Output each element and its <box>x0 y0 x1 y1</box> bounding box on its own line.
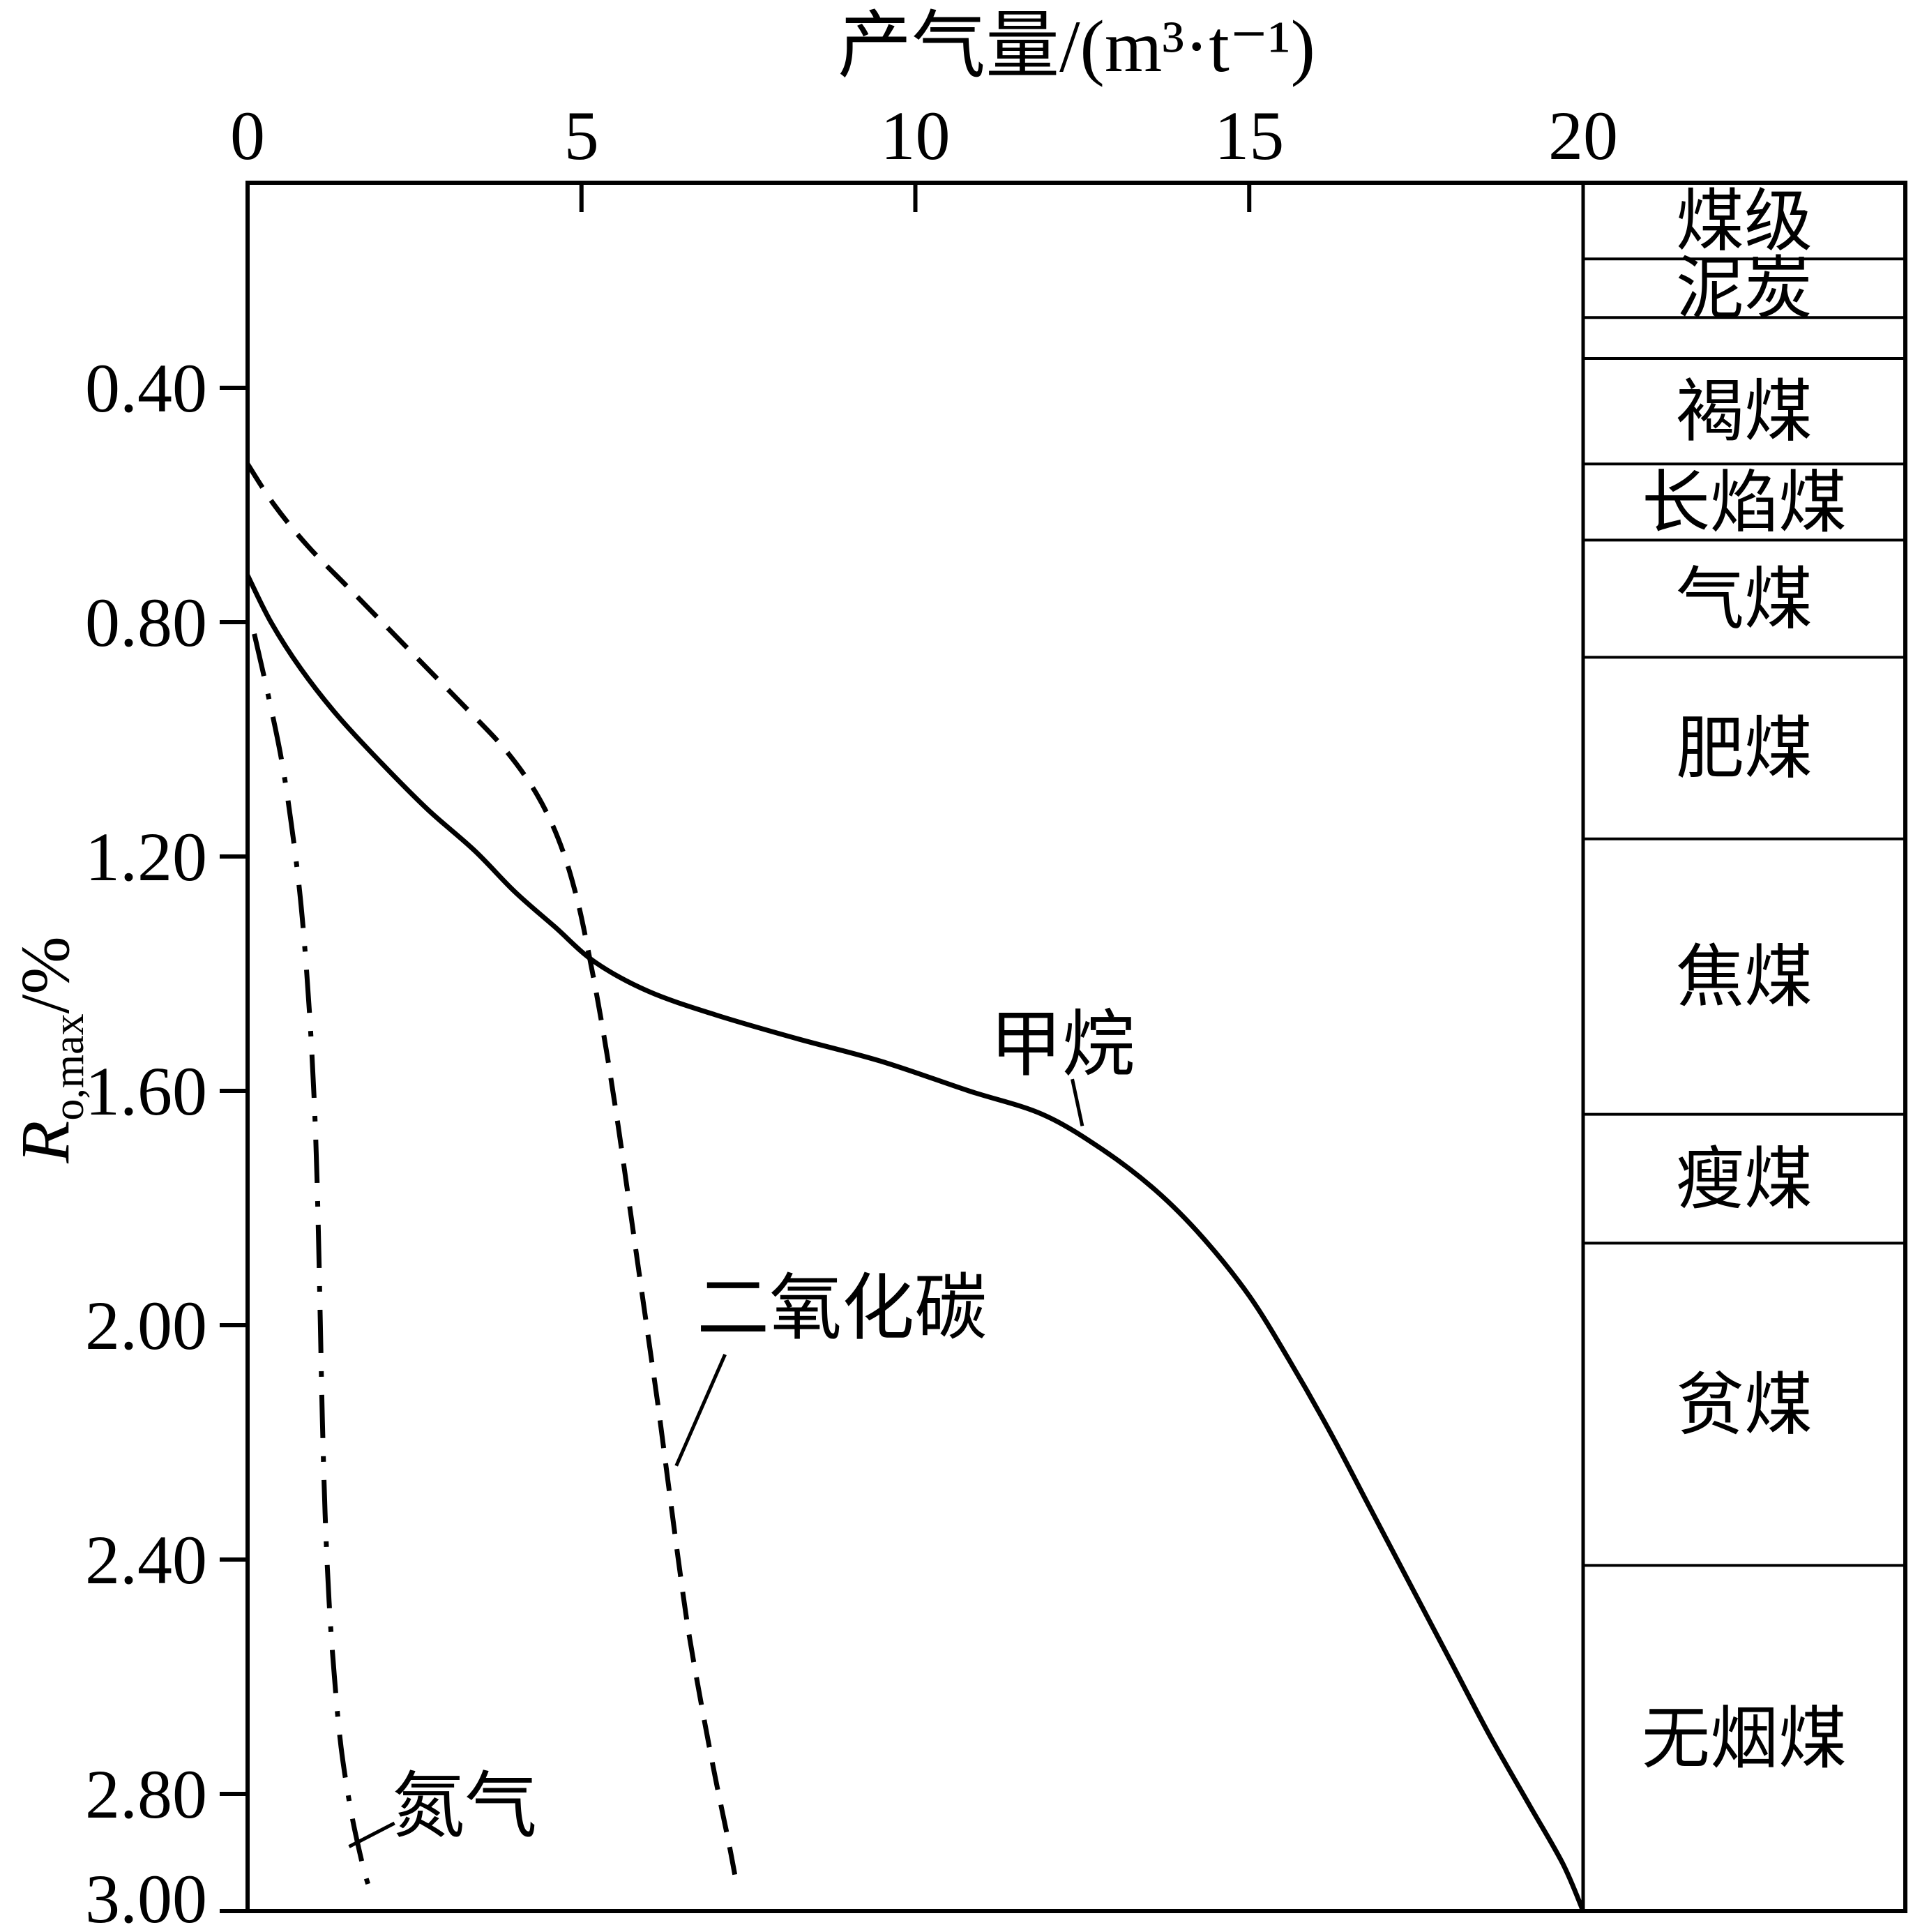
y-tick-label: 0.40 <box>85 349 207 427</box>
leader-line-methane <box>1071 1078 1084 1126</box>
curve-label-co2: 二氧化碳 <box>697 1269 987 1349</box>
coal-rank-label: 无烟煤 <box>1642 1702 1847 1777</box>
coal-rank-label: 气煤 <box>1676 562 1813 637</box>
y-tick-label: 0.80 <box>85 584 207 661</box>
x-tick-label: 20 <box>1548 97 1618 174</box>
coal-rank-label: 褐煤 <box>1676 375 1813 451</box>
y-tick-label: 1.20 <box>85 818 207 896</box>
y-tick-label: 3.00 <box>85 1860 207 1932</box>
series-methane <box>245 574 1586 1912</box>
y-tick-label: 2.00 <box>85 1287 207 1364</box>
leader-line-co2 <box>674 1353 727 1467</box>
curve-label-nitrogen: 氮气 <box>392 1767 537 1847</box>
coal-rank-label: 贫煤 <box>1676 1368 1813 1443</box>
coal-rank-label: 瘦煤 <box>1676 1142 1813 1218</box>
y-axis-subscript: o,max <box>45 1013 93 1121</box>
y-tick-label: 2.80 <box>85 1756 207 1833</box>
y-axis-symbol: R <box>6 1120 84 1163</box>
x-tick-label: 15 <box>1214 97 1284 174</box>
x-tick-label: 0 <box>230 97 265 174</box>
series-nitrogen <box>252 633 372 1889</box>
coal-rank-label: 焦煤 <box>1676 940 1813 1016</box>
y-axis-title: Ro,max/% <box>3 806 93 1294</box>
y-axis-suffix: /% <box>6 936 84 1014</box>
leader-line-nitrogen <box>348 1821 395 1848</box>
coal-rank-label: 肥煤 <box>1676 712 1813 787</box>
x-axis-title: 产气量/(m³·t⁻¹) <box>838 6 1315 87</box>
y-tick-label: 2.40 <box>85 1521 207 1599</box>
coal-rank-label: 长焰煤 <box>1642 466 1847 541</box>
curve-label-methane: 甲烷 <box>990 1005 1135 1085</box>
coal-rank-label: 泥炭 <box>1676 252 1813 327</box>
x-tick-label: 5 <box>564 97 599 174</box>
figure-border <box>245 181 1907 1913</box>
x-tick-label: 10 <box>881 97 951 174</box>
y-tick-label: 1.60 <box>85 1052 207 1130</box>
series-co2 <box>245 462 738 1877</box>
coal-column-header: 煤级 <box>1676 185 1813 260</box>
